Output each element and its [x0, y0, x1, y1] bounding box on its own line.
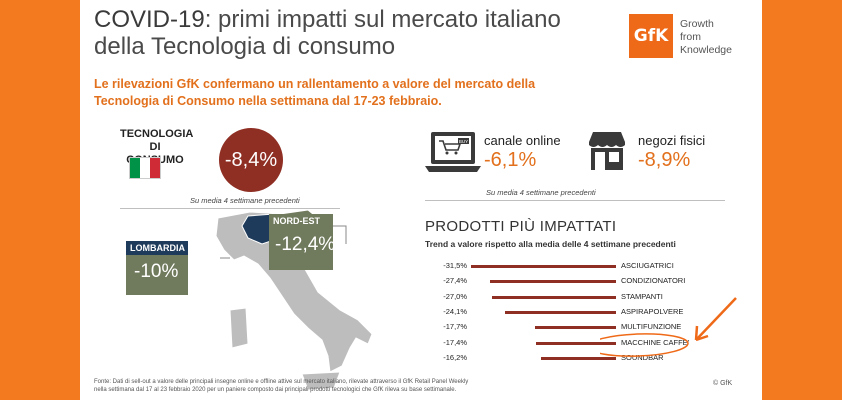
- lombardia-box: LOMBARDIA -10%: [126, 241, 188, 295]
- products-title: PRODOTTI PIÙ IMPATTATI: [425, 218, 617, 235]
- italy-flag-icon: [130, 158, 160, 178]
- product-row: -27,0% STAMPANTI: [433, 292, 753, 302]
- divider-right: [425, 200, 725, 201]
- cart-wheel-left: [445, 151, 449, 155]
- product-bar: [541, 356, 616, 360]
- title-rest: : primi impatti sul mercato italiano: [204, 6, 561, 33]
- divider-left: [120, 208, 340, 209]
- copyright: © GfK: [713, 380, 733, 387]
- product-pct: -24,1%: [443, 306, 467, 316]
- arrow-head: [694, 325, 709, 342]
- store-awning: [589, 132, 625, 142]
- awning-scallop: [589, 142, 625, 147]
- product-label: ASCIUGATRICI: [621, 261, 674, 270]
- product-bar: [505, 310, 616, 314]
- product-label: STAMPANTI: [621, 291, 663, 301]
- tagline-line2: from: [680, 31, 701, 43]
- product-pct: -31,5%: [443, 261, 467, 270]
- product-row: -27,4% CONDIZIONATORI: [433, 276, 753, 286]
- cart-wheel-right: [454, 151, 458, 155]
- laptop-base: [425, 166, 481, 172]
- store-door: [595, 152, 605, 170]
- nordest-name: NORD-EST: [269, 214, 333, 228]
- subtitle-line2: Tecnologia di Consumo nella settimana da…: [94, 94, 442, 108]
- buy-tag: [458, 138, 469, 144]
- products-subtitle: Trend a valore rispetto alla media delle…: [425, 239, 676, 249]
- sicily: [301, 371, 341, 391]
- infographic-card: COVID-19: primi impatti sul mercato ital…: [80, 0, 762, 400]
- gfk-logo: GfK: [629, 14, 673, 58]
- tech-value: -8,4%: [224, 148, 278, 171]
- tagline-line3: Knowledge: [680, 44, 732, 56]
- product-row: -16,2% SOUNDBAR: [433, 353, 753, 363]
- store-window: [609, 152, 619, 162]
- highlight-circle: [600, 333, 689, 357]
- product-bar: [535, 341, 616, 345]
- product-pct: -17,7%: [443, 322, 467, 332]
- cart-shape: [439, 140, 462, 151]
- product-pct: -16,2%: [443, 352, 467, 362]
- title-line2: della Tecnologia di consumo: [94, 33, 396, 60]
- flag-white: [140, 158, 150, 178]
- lombardia-value: -10%: [134, 261, 179, 282]
- product-label: CONDIZIONATORI: [621, 276, 686, 286]
- buy-text: BUY: [459, 139, 468, 144]
- product-label: ASPIRAPOLVERE: [621, 306, 684, 316]
- product-pct: -27,4%: [443, 276, 467, 286]
- source-footnote: Fonte: Dati di sell-out a valore delle p…: [94, 378, 594, 394]
- tech-value-circle: -8,4%: [219, 128, 283, 192]
- nordest-box: NORD-EST -12,4%: [269, 214, 336, 270]
- physical-label: negozi fisici: [638, 133, 706, 148]
- footnote-line2: nella settimana dal 17 al 23 febbraio 20…: [94, 387, 457, 393]
- channels-note: Su media 4 settimane precedenti: [486, 188, 596, 197]
- gfk-tagline: Growth from Knowledge: [680, 18, 760, 57]
- title-covid: COVID-19: [94, 6, 205, 33]
- product-label: SOUNDBAR: [621, 352, 664, 362]
- highlight-annotation: [600, 297, 737, 357]
- product-pct: -17,4%: [443, 337, 467, 347]
- laptop-cart-icon: BUY: [425, 132, 481, 172]
- online-value: -6,1%: [484, 149, 537, 171]
- online-label: canale online: [484, 133, 561, 148]
- product-row: -24,1% ASPIRAPOLVERE: [433, 307, 753, 317]
- product-bar: [489, 280, 616, 284]
- sardinia: [229, 307, 249, 349]
- nordest-value: -12,4%: [275, 234, 336, 255]
- store-icon: [589, 132, 625, 170]
- gfk-logo-mark: GfK: [633, 26, 669, 46]
- lombardia-name: LOMBARDIA: [126, 241, 188, 255]
- flag-red: [150, 158, 160, 178]
- product-row: -31,5% ASCIUGATRICI: [433, 261, 753, 271]
- tagline-line1: Growth: [680, 18, 714, 30]
- subtitle: Le rilevazioni GfK confermano un rallent…: [94, 76, 574, 110]
- product-bar: [534, 326, 616, 330]
- product-row: -17,4% MACCHINE CAFFE': [433, 338, 753, 348]
- product-bar: [491, 295, 616, 299]
- page-title: COVID-19: primi impatti sul mercato ital…: [94, 6, 594, 60]
- product-bar: [471, 265, 616, 268]
- flag-green: [130, 158, 140, 178]
- physical-value: -8,9%: [638, 149, 691, 171]
- product-pct: -27,0%: [443, 291, 467, 301]
- arrow-shaft: [695, 297, 737, 341]
- product-label: MACCHINE CAFFE': [621, 337, 690, 347]
- product-label: MULTIFUNZIONE: [621, 322, 682, 332]
- tech-note: Su media 4 settimane precedenti: [190, 196, 300, 205]
- product-row: -17,7% MULTIFUNZIONE: [433, 322, 753, 332]
- subtitle-line1: Le rilevazioni GfK confermano un rallent…: [94, 77, 536, 91]
- footnote-line1: Fonte: Dati di sell-out a valore delle p…: [94, 379, 469, 385]
- tech-label-line1: TECNOLOGIA: [120, 128, 194, 140]
